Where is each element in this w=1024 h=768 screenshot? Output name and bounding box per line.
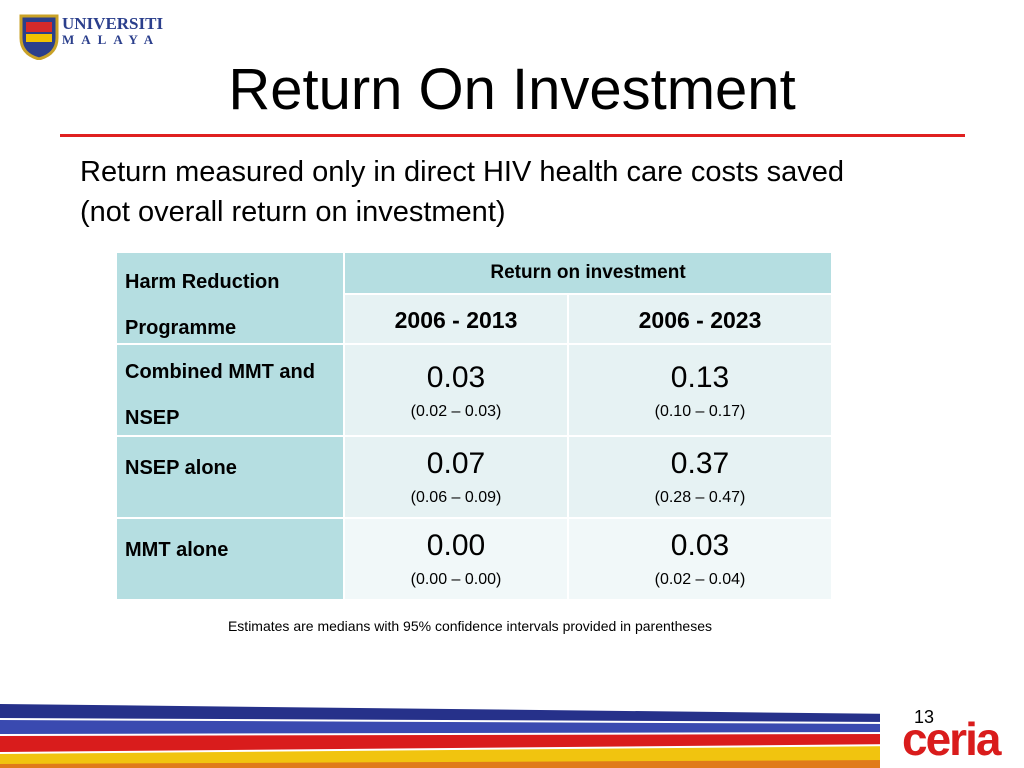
- confidence-interval: (0.10 – 0.17): [654, 403, 746, 420]
- data-cell: 0.37 (0.28 – 0.47): [569, 437, 831, 517]
- crest: [19, 14, 59, 60]
- estimate: 0.00: [426, 529, 486, 562]
- footer-logo: ceria: [902, 713, 1001, 765]
- group-header: Return on investment: [345, 253, 831, 293]
- logo-line2: MALAYA: [62, 32, 161, 47]
- estimate: 0.13: [670, 361, 730, 394]
- confidence-interval: (0.00 – 0.00): [410, 571, 502, 588]
- confidence-interval: (0.02 – 0.04): [654, 571, 746, 588]
- logo-line1: UNIVERSITI: [62, 14, 164, 33]
- title-rule: [60, 134, 965, 137]
- data-cell: 0.00 (0.00 – 0.00): [345, 519, 567, 599]
- column-header: 2006 - 2023: [569, 295, 831, 343]
- data-cell: 0.03 (0.02 – 0.04): [569, 519, 831, 599]
- row-label: NSEP alone: [117, 437, 343, 517]
- subtitle: Return measured only in direct HIV healt…: [80, 156, 845, 228]
- row-label: MMT alone: [117, 519, 343, 599]
- column-header: 2006 - 2013: [345, 295, 567, 343]
- confidence-interval: (0.06 – 0.09): [410, 489, 502, 506]
- confidence-interval: (0.02 – 0.03): [410, 403, 502, 420]
- data-cell: 0.03 (0.02 – 0.03): [345, 345, 567, 435]
- row-label: Combined MMT and NSEP: [117, 345, 343, 435]
- corner-header: Harm Reduction Programme: [117, 253, 343, 343]
- estimate: 0.07: [426, 447, 486, 480]
- estimate: 0.03: [426, 361, 486, 394]
- footnote: Estimates are medians with 95% confidenc…: [227, 618, 713, 634]
- footer-banner: [0, 700, 1024, 768]
- data-cell: 0.07 (0.06 – 0.09): [345, 437, 567, 517]
- confidence-interval: (0.28 – 0.47): [654, 489, 746, 506]
- data-cell: 0.13 (0.10 – 0.17): [569, 345, 831, 435]
- estimate: 0.03: [670, 529, 730, 562]
- title: Return On Investment: [228, 57, 796, 122]
- page-number: 13: [914, 707, 935, 727]
- estimate: 0.37: [670, 447, 730, 480]
